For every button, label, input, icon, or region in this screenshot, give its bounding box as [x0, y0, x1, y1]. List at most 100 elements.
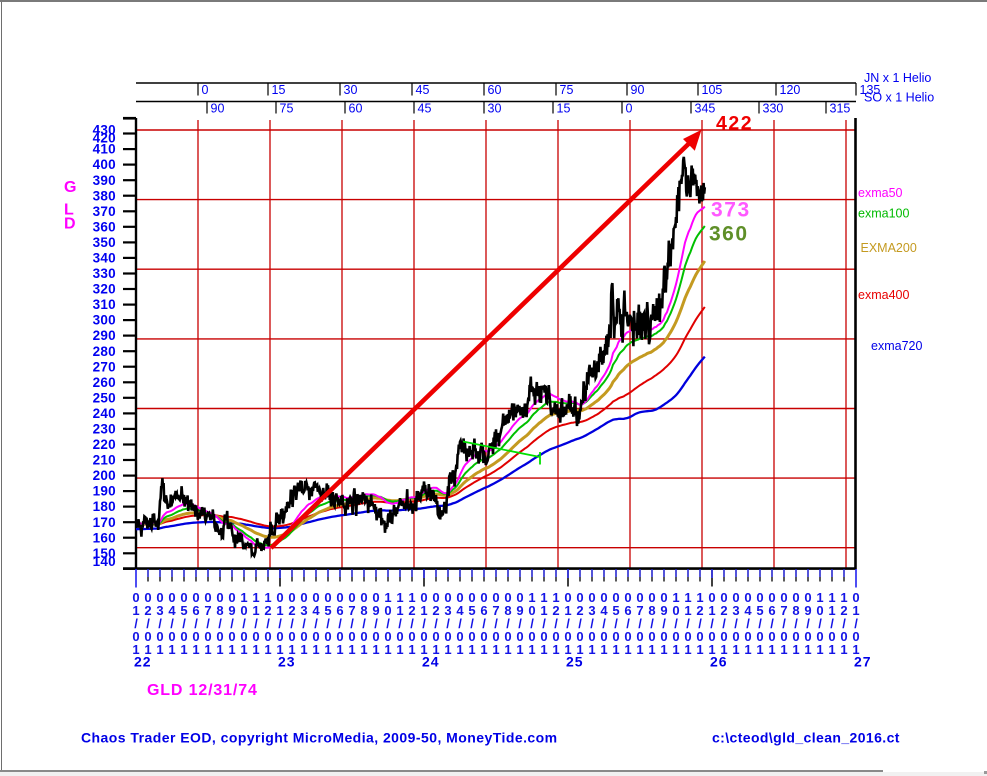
svg-text:0: 0	[432, 590, 439, 605]
svg-text:SO x 1 Helio: SO x 1 Helio	[864, 91, 934, 105]
svg-text:0: 0	[696, 629, 703, 644]
svg-text:0: 0	[132, 629, 139, 644]
svg-text:4: 4	[168, 603, 176, 618]
svg-text:0: 0	[384, 629, 391, 644]
svg-text:0: 0	[626, 102, 633, 116]
svg-text:1: 1	[396, 642, 403, 657]
svg-text:30: 30	[344, 83, 358, 97]
svg-text:15: 15	[557, 102, 571, 116]
svg-text:1: 1	[840, 590, 847, 605]
svg-text:370: 370	[93, 204, 116, 219]
svg-text:0: 0	[492, 629, 499, 644]
svg-text:0: 0	[792, 629, 799, 644]
svg-text:EXMA200: EXMA200	[861, 241, 917, 255]
svg-text:0: 0	[288, 629, 295, 644]
svg-text:/: /	[758, 616, 762, 631]
svg-text:/: /	[554, 616, 558, 631]
svg-text:/: /	[734, 616, 738, 631]
svg-text:1: 1	[624, 642, 631, 657]
svg-text:1: 1	[828, 603, 835, 618]
svg-text:0: 0	[240, 629, 247, 644]
svg-text:/: /	[518, 616, 522, 631]
svg-text:9: 9	[228, 603, 235, 618]
svg-text:0: 0	[276, 629, 283, 644]
svg-text:315: 315	[830, 102, 851, 116]
svg-text:1: 1	[540, 590, 547, 605]
svg-text:250: 250	[93, 390, 116, 405]
svg-text:0: 0	[600, 629, 607, 644]
svg-text:1: 1	[516, 642, 523, 657]
svg-text:0: 0	[312, 629, 319, 644]
svg-text:0: 0	[396, 629, 403, 644]
svg-text:45: 45	[416, 83, 430, 97]
svg-text:1: 1	[840, 642, 847, 657]
svg-text:9: 9	[372, 603, 379, 618]
svg-text:4: 4	[744, 603, 752, 618]
svg-text:/: /	[398, 616, 402, 631]
svg-text:1: 1	[576, 642, 583, 657]
svg-text:290: 290	[93, 328, 116, 343]
svg-text:1: 1	[684, 603, 691, 618]
svg-text:150: 150	[93, 546, 116, 561]
svg-text:/: /	[542, 616, 546, 631]
svg-text:1: 1	[240, 642, 247, 657]
svg-text:2: 2	[576, 603, 583, 618]
svg-text:0: 0	[600, 590, 607, 605]
svg-text:/: /	[854, 616, 858, 631]
svg-text:330: 330	[93, 266, 116, 281]
svg-text:1: 1	[480, 642, 487, 657]
svg-text:1: 1	[144, 642, 151, 657]
svg-text:0: 0	[624, 629, 631, 644]
svg-text:0: 0	[588, 629, 595, 644]
svg-text:220: 220	[93, 437, 116, 452]
svg-text:/: /	[770, 616, 774, 631]
svg-text:0: 0	[816, 603, 823, 618]
svg-text:0: 0	[228, 590, 235, 605]
svg-text:0: 0	[552, 629, 559, 644]
svg-text:/: /	[578, 616, 582, 631]
svg-text:/: /	[134, 616, 138, 631]
svg-text:/: /	[566, 616, 570, 631]
svg-text:0: 0	[228, 629, 235, 644]
svg-text:0: 0	[576, 629, 583, 644]
svg-text:/: /	[674, 616, 678, 631]
svg-text:/: /	[530, 616, 534, 631]
svg-text:5: 5	[612, 603, 619, 618]
svg-text:0: 0	[144, 590, 151, 605]
svg-text:exma400: exma400	[858, 288, 909, 302]
svg-text:0: 0	[516, 590, 523, 605]
svg-text:0: 0	[216, 629, 223, 644]
svg-text:/: /	[278, 616, 282, 631]
svg-text:1: 1	[552, 642, 559, 657]
svg-text:7: 7	[492, 603, 499, 618]
svg-text:1: 1	[204, 642, 211, 657]
svg-text:/: /	[146, 616, 150, 631]
svg-text:1: 1	[396, 590, 403, 605]
svg-text:/: /	[362, 616, 366, 631]
svg-text:/: /	[806, 616, 810, 631]
svg-text:/: /	[782, 616, 786, 631]
svg-text:/: /	[506, 616, 510, 631]
svg-text:105: 105	[702, 83, 723, 97]
svg-text:/: /	[230, 616, 234, 631]
svg-text:0: 0	[612, 629, 619, 644]
svg-text:345: 345	[695, 102, 716, 116]
svg-text:/: /	[206, 616, 210, 631]
svg-text:26: 26	[710, 654, 728, 670]
svg-text:/: /	[266, 616, 270, 631]
svg-text:/: /	[710, 616, 714, 631]
svg-text:0: 0	[756, 629, 763, 644]
svg-text:/: /	[590, 616, 594, 631]
svg-text:/: /	[242, 616, 246, 631]
svg-text:0: 0	[202, 83, 209, 97]
svg-text:0: 0	[852, 629, 859, 644]
svg-text:6: 6	[192, 603, 199, 618]
svg-text:8: 8	[648, 603, 655, 618]
svg-text:0: 0	[204, 590, 211, 605]
svg-text:0: 0	[300, 590, 307, 605]
svg-text:0: 0	[252, 629, 259, 644]
svg-text:90: 90	[211, 102, 225, 116]
svg-text:360: 360	[93, 219, 116, 234]
svg-text:1: 1	[408, 642, 415, 657]
svg-text:1: 1	[396, 603, 403, 618]
